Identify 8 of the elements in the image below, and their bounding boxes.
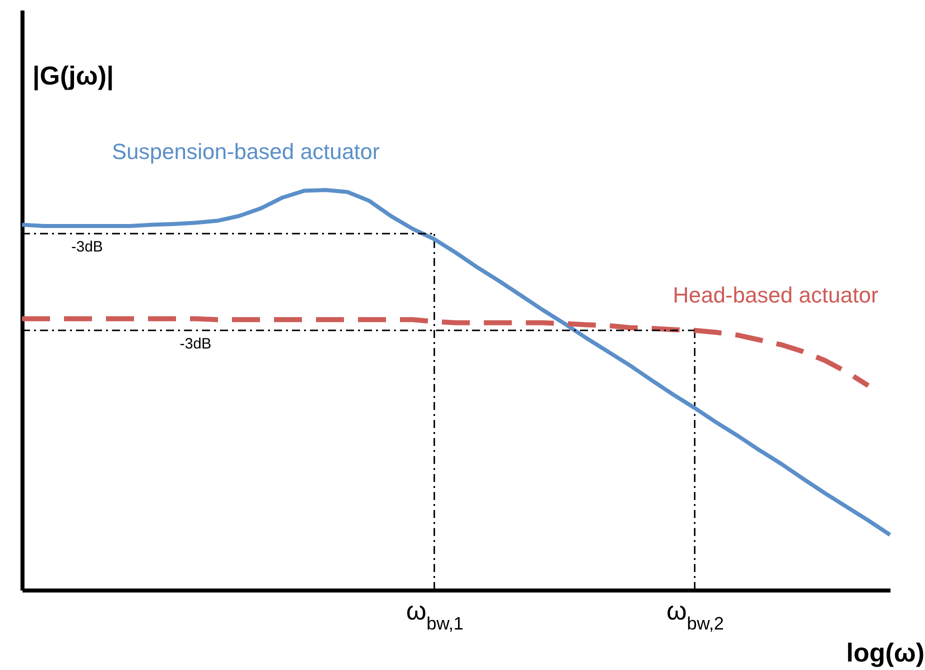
annotation: -3dB	[71, 238, 103, 256]
x-tick-label: ω$_{bw,1}$	[406, 596, 464, 634]
series-label: Head-based actuator	[672, 282, 878, 308]
series-label: Suspension-based actuator	[112, 139, 380, 164]
annotation: -3dB	[180, 335, 212, 352]
x-axis-title: log(ω)	[846, 638, 924, 668]
x-tick-label: ω$_{bw,2}$	[666, 596, 724, 634]
y-axis-title: |G(jω)|	[32, 60, 114, 90]
